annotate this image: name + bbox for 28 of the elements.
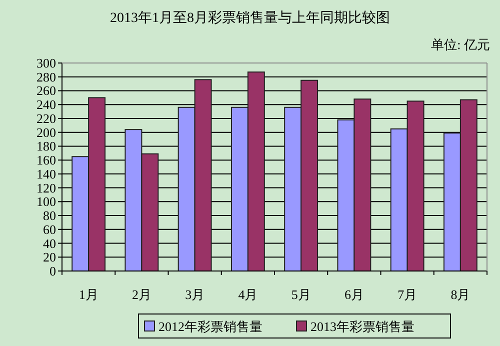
x-tick-label: 6月 (344, 287, 364, 302)
y-tick-label: 0 (50, 264, 56, 278)
text: 单位: 亿元 (431, 37, 490, 52)
y-tick-label: 100 (36, 194, 56, 210)
y-tick-label: 120 (36, 180, 56, 196)
y-tick-label: 240 (36, 97, 56, 112)
x-tick-label: 7月 (398, 287, 418, 302)
y-tick-label: 40 (43, 236, 56, 251)
x-tick-label: 8月 (450, 287, 470, 302)
y-tick-label: 80 (43, 208, 56, 224)
y-tick-label: 300 (36, 56, 56, 70)
y-tick-label: 60 (43, 222, 56, 237)
x-tick-label: 3月 (185, 287, 205, 302)
y-tick-label: 20 (43, 250, 56, 265)
x-tick-label: 5月 (291, 287, 311, 302)
x-tick-label: 4月 (238, 287, 258, 302)
x-tick-label: 1月 (78, 287, 98, 302)
y-tick-label: 280 (36, 69, 56, 84)
chart-title: 2013年1月至8月彩票销售量与上年同期比较图 (110, 10, 390, 26)
legend-label: 2013年彩票销售量 (310, 319, 414, 334)
y-tick-label: 180 (36, 138, 56, 154)
legend-label: 2012年彩票销售量 (158, 319, 262, 334)
y-tick-label: 200 (36, 124, 56, 140)
y-tick-label: 140 (36, 166, 56, 182)
y-tick-label: 220 (36, 110, 56, 126)
x-tick-label: 2月 (132, 287, 152, 302)
y-tick-label: 160 (36, 152, 56, 168)
y-tick-label: 260 (36, 83, 56, 98)
